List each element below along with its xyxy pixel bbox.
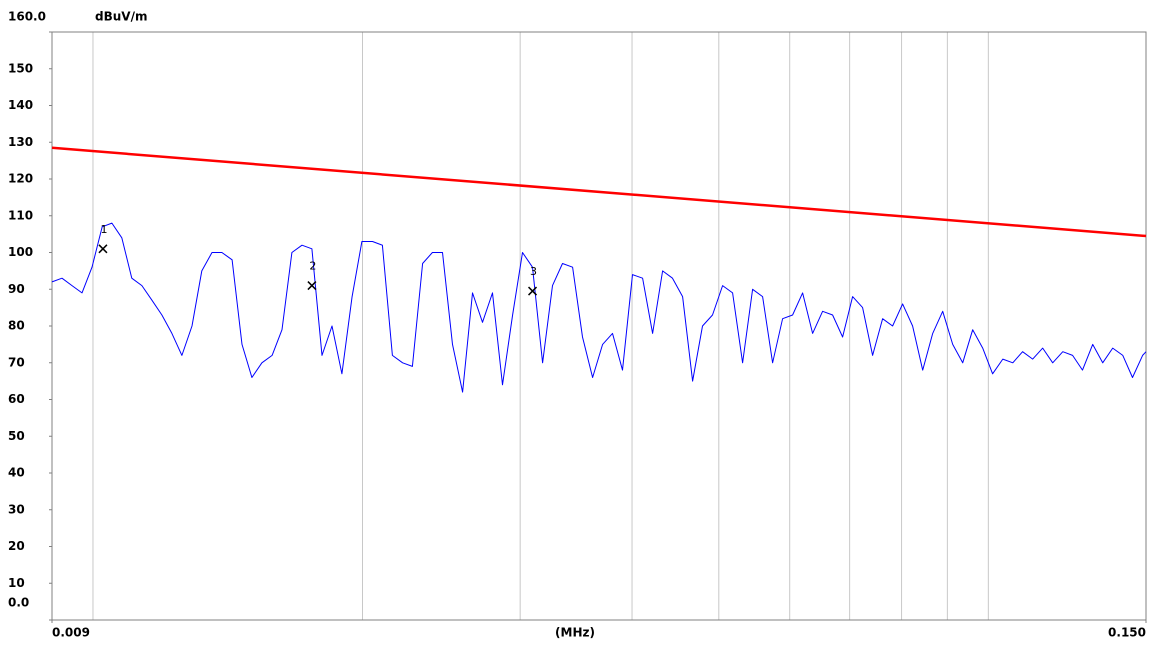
limit-line xyxy=(51,146,1147,238)
x-axis-label: (MHz) xyxy=(555,626,595,640)
marker xyxy=(528,286,538,296)
marker-label: 1 xyxy=(100,223,107,236)
y-tick-label: 140 xyxy=(8,98,33,112)
y-tick-label: 130 xyxy=(8,135,33,149)
y-tick-label: 40 xyxy=(8,466,25,480)
trace xyxy=(51,222,1147,393)
y-tick-label: 70 xyxy=(8,355,25,369)
y-tick-label: 50 xyxy=(8,429,25,443)
y-tick-label: 100 xyxy=(8,245,33,259)
y-tick-label: 110 xyxy=(8,208,33,222)
marker xyxy=(307,281,317,291)
x-tick-label: 0.009 xyxy=(52,626,90,640)
y-tick-label: 80 xyxy=(8,319,25,333)
marker-label: 3 xyxy=(530,265,537,278)
marker-stroke xyxy=(528,286,538,296)
y-tick-label: 20 xyxy=(8,539,25,553)
x-tick-label: 0.150 xyxy=(1108,626,1146,640)
y-tick-label: 30 xyxy=(8,502,25,516)
y-tick-label: 150 xyxy=(8,61,33,75)
marker-label: 2 xyxy=(309,260,316,273)
marker-stroke xyxy=(98,244,108,254)
y-tick-label: 10 xyxy=(8,576,25,590)
y-tick-label: 120 xyxy=(8,172,33,186)
y-tick-label: 160.0 xyxy=(8,10,46,24)
y-tick-label: 60 xyxy=(8,392,25,406)
y-axis-label: dBuV/m xyxy=(95,10,147,24)
y-tick-label: 0.0 xyxy=(8,596,29,610)
marker-stroke xyxy=(307,281,317,291)
y-tick-label: 90 xyxy=(8,282,25,296)
marker xyxy=(98,244,108,254)
